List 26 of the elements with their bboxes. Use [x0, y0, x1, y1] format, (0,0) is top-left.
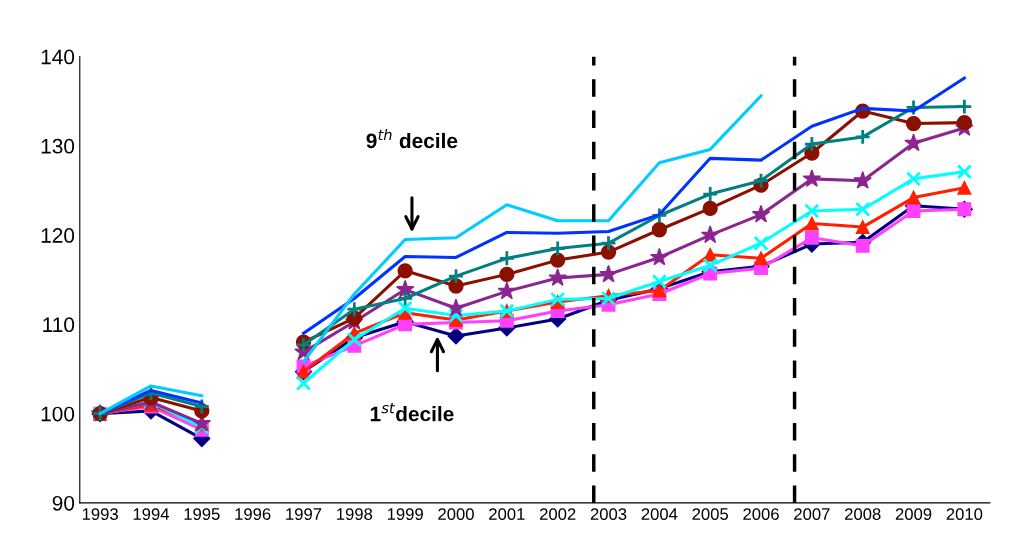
x-tick-label: 1996 — [235, 508, 271, 520]
x-tick-label: 1993 — [82, 508, 118, 520]
annotation: 1$^{st}$decile — [370, 402, 454, 422]
y-tick-label: 90 — [52, 495, 75, 511]
x-tick-label: 2003 — [590, 508, 627, 520]
x-tick-label: 2001 — [489, 508, 525, 520]
y-tick-label: 110 — [43, 317, 75, 333]
x-tick-label: 1994 — [133, 508, 170, 520]
y-tick-label: 130 — [41, 138, 75, 154]
y-tick-label: 140 — [41, 49, 75, 65]
x-tick-label: 2008 — [845, 508, 881, 520]
x-tick-label: 2009 — [895, 508, 932, 520]
y-tick-label: 120 — [41, 228, 75, 243]
x-tick-label: 1995 — [184, 508, 220, 520]
x-tick-label: 1998 — [337, 508, 373, 520]
annotation: 9$^{th}$ decile — [366, 128, 458, 149]
x-tick-label: 2010 — [946, 508, 983, 520]
x-tick-label: 2002 — [539, 508, 576, 520]
x-tick-label: 2000 — [438, 508, 474, 520]
x-tick-label: 2005 — [692, 508, 729, 520]
x-tick-label: 2004 — [641, 508, 678, 520]
x-tick-label: 1997 — [286, 508, 322, 520]
x-tick-label: 1999 — [387, 508, 423, 520]
x-tick-label: 2007 — [794, 508, 830, 520]
x-tick-label: 2006 — [743, 508, 779, 520]
y-tick-label: 100 — [41, 406, 75, 422]
